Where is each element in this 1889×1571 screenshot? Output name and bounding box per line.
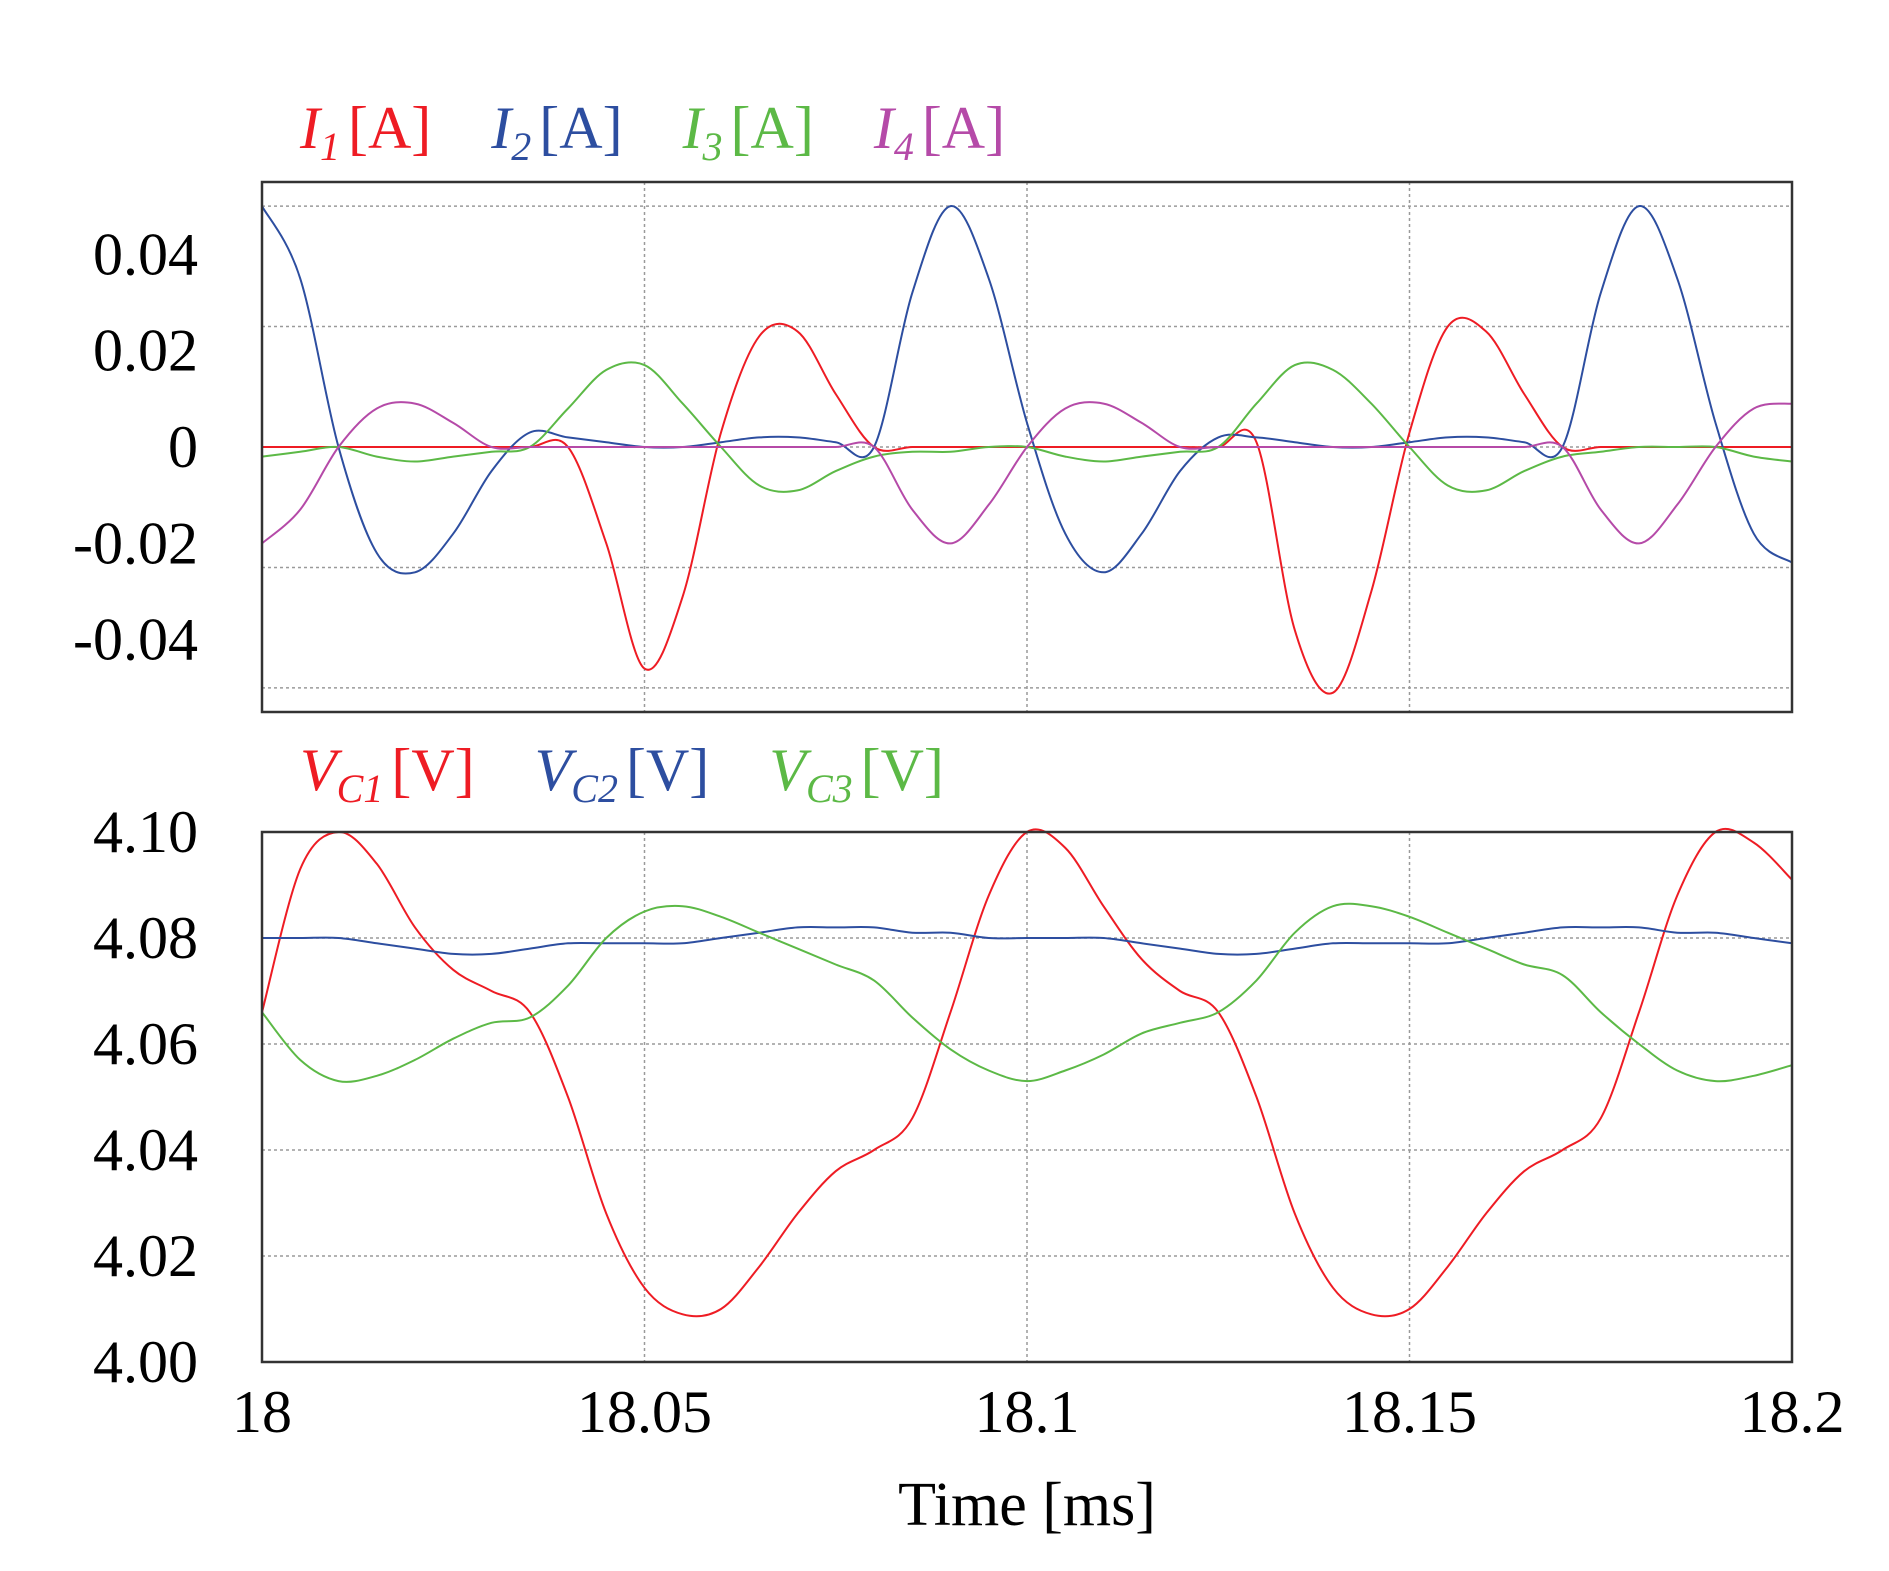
legend-entry: VC3 [V] [769, 737, 944, 811]
legend-symbol: I [682, 95, 706, 161]
legend-unit: [V] [861, 737, 944, 803]
voltage-panel: 4.104.084.064.044.024.00 VC1 [V] VC2 [V] VC3… [93, 737, 1794, 1395]
voltage-gridlines [262, 831, 1792, 1362]
series-line-i4 [261, 401, 1793, 545]
series-line-i2 [261, 205, 1793, 575]
x-tick-labels: 18 18.05 18.1 18.15 18.2 [232, 1379, 1845, 1445]
current-panel: 0.040.020-0.02-0.04 I1 [A] I2 [A] I3 [A] I4 [A] [73, 95, 1794, 714]
legend-entry: I2 [A] [490, 95, 622, 169]
y-tick-label: 4.08 [93, 905, 198, 971]
legend-symbol: I [873, 95, 897, 161]
series-line-vc1 [261, 827, 1793, 1318]
x-axis-label: Time [ms] [898, 1471, 1156, 1539]
legend-subscript: 1 [320, 124, 340, 169]
legend-symbol: V [300, 737, 343, 803]
legend-subscript: 3 [702, 124, 723, 169]
legend-symbol: I [490, 95, 514, 161]
legend-subscript: C3 [806, 766, 853, 811]
series-line-vc3 [261, 902, 1793, 1083]
legend-subscript: 2 [511, 124, 531, 169]
legend-unit: [V] [391, 737, 474, 803]
legend-subscript: 4 [894, 124, 914, 169]
legend-subscript: C2 [571, 766, 618, 811]
current-traces [261, 205, 1793, 695]
x-tick-label: 18 [232, 1379, 292, 1445]
legend-unit: [A] [731, 95, 814, 161]
legend-entry: I4 [A] [873, 95, 1005, 169]
y-tick-label: 4.06 [93, 1011, 198, 1077]
y-tick-label: 0 [168, 414, 198, 480]
legend-symbol: V [535, 737, 578, 803]
x-tick-label: 18.15 [1342, 1379, 1477, 1445]
legend-subscript: C1 [337, 766, 384, 811]
y-tick-label: -0.02 [73, 510, 198, 576]
x-tick-label: 18.1 [975, 1379, 1080, 1445]
legend-unit: [V] [626, 737, 709, 803]
y-tick-label: 4.10 [93, 799, 198, 865]
legend-entry: VC2 [V] [535, 737, 710, 811]
legend-entry: I1 [A] [299, 95, 431, 169]
voltage-plot-frame [260, 830, 1794, 1364]
legend-symbol: V [769, 737, 812, 803]
voltage-traces [261, 827, 1793, 1318]
y-tick-label: 4.04 [93, 1117, 198, 1183]
legend-unit: [A] [348, 95, 431, 161]
current-plot-frame [260, 180, 1794, 714]
x-tick-label: 18.2 [1740, 1379, 1845, 1445]
series-line-vc2 [262, 926, 1793, 956]
current-y-tick-labels: 0.04 0.02 0 -0.02 -0.04 [73, 221, 198, 672]
current-legend: I1 [A] I2 [A] I3 [A] I4 [A] [299, 95, 1005, 169]
y-tick-label: 4.00 [93, 1329, 198, 1395]
y-tick-label: 4.02 [93, 1223, 198, 1289]
y-tick-label: 0.04 [93, 221, 198, 287]
y-tick-label: 0.02 [93, 318, 198, 384]
voltage-y-tick-labels: 4.10 4.08 4.06 4.04 4.02 4.00 [93, 799, 198, 1395]
legend-entry: VC1 [V] [300, 737, 475, 811]
voltage-legend: VC1 [V] VC2 [V] VC3 [V] [300, 737, 944, 811]
legend-entry: I3 [A] [682, 95, 814, 169]
legend-unit: [A] [539, 95, 622, 161]
y-tick-label: -0.04 [73, 607, 198, 673]
legend-unit: [A] [922, 95, 1005, 161]
x-tick-label: 18.05 [577, 1379, 712, 1445]
legend-symbol: I [299, 95, 323, 161]
